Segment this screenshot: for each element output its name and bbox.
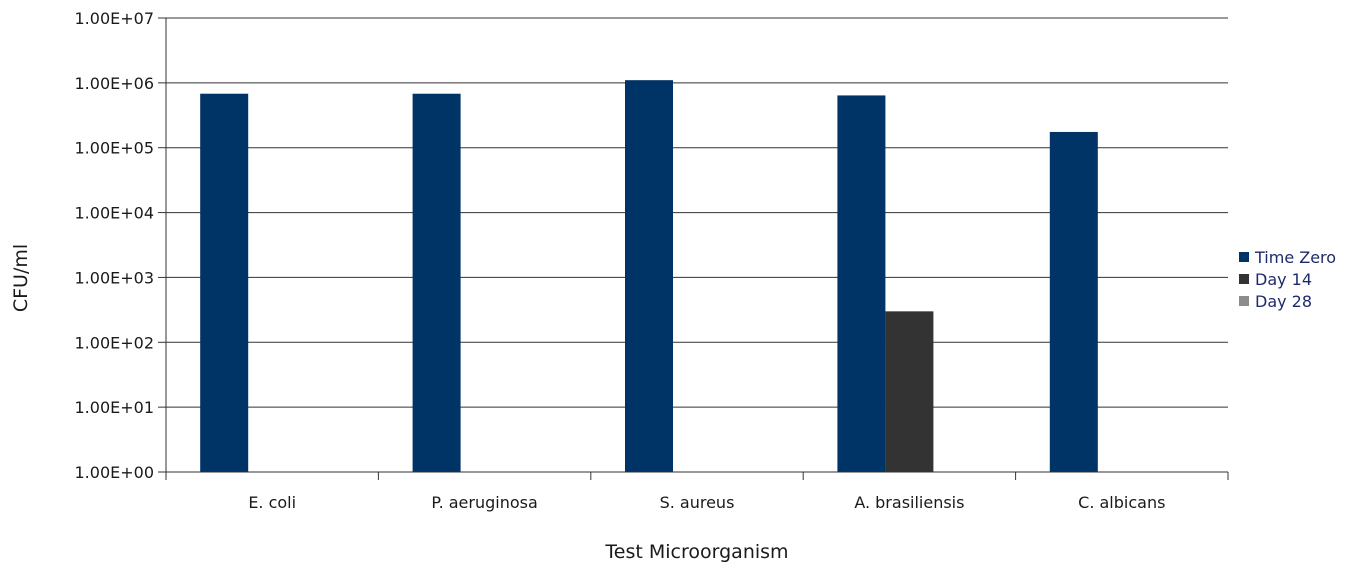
y-tick-label: 1.00E+05 <box>75 139 155 158</box>
y-tick-label: 1.00E+04 <box>75 204 155 223</box>
bars <box>200 80 1098 472</box>
y-tick-label: 1.00E+01 <box>75 398 155 417</box>
y-axis-title: CFU/ml <box>10 244 32 312</box>
x-tick-label: C. albicans <box>1078 493 1165 512</box>
legend: Time Zero Day 14 Day 28 <box>1239 248 1336 311</box>
bar <box>412 93 461 472</box>
x-axis-title: Test Microorganism <box>604 541 788 563</box>
axes <box>165 18 1229 480</box>
y-tick-label: 1.00E+07 <box>75 9 155 28</box>
x-tick-label: P. aeruginosa <box>431 493 537 512</box>
bar <box>885 311 934 472</box>
bar <box>837 95 886 472</box>
legend-label: Day 14 <box>1255 270 1312 289</box>
legend-label: Day 28 <box>1255 292 1312 311</box>
y-tick-label: 1.00E+03 <box>75 268 155 287</box>
y-tick-label: 1.00E+00 <box>75 463 155 482</box>
bar <box>200 93 249 472</box>
legend-label: Time Zero <box>1254 248 1336 267</box>
bar <box>1049 131 1098 472</box>
x-tick-label: S. aureus <box>660 493 735 512</box>
bar <box>625 80 673 472</box>
x-tick-labels: E. coli P. aeruginosa S. aureus A. brasilie… <box>248 493 1165 512</box>
y-tick-label: 1.00E+06 <box>75 74 155 93</box>
legend-swatch <box>1239 274 1249 284</box>
y-tick-label: 1.00E+02 <box>75 333 155 352</box>
legend-swatch <box>1239 252 1249 262</box>
legend-swatch <box>1239 296 1249 306</box>
y-tick-labels: 1.00E+00 1.00E+01 1.00E+02 1.00E+03 1.00E+04… <box>75 9 155 482</box>
x-tick-label: E. coli <box>248 493 296 512</box>
x-tick-label: A. brasiliensis <box>854 493 964 512</box>
